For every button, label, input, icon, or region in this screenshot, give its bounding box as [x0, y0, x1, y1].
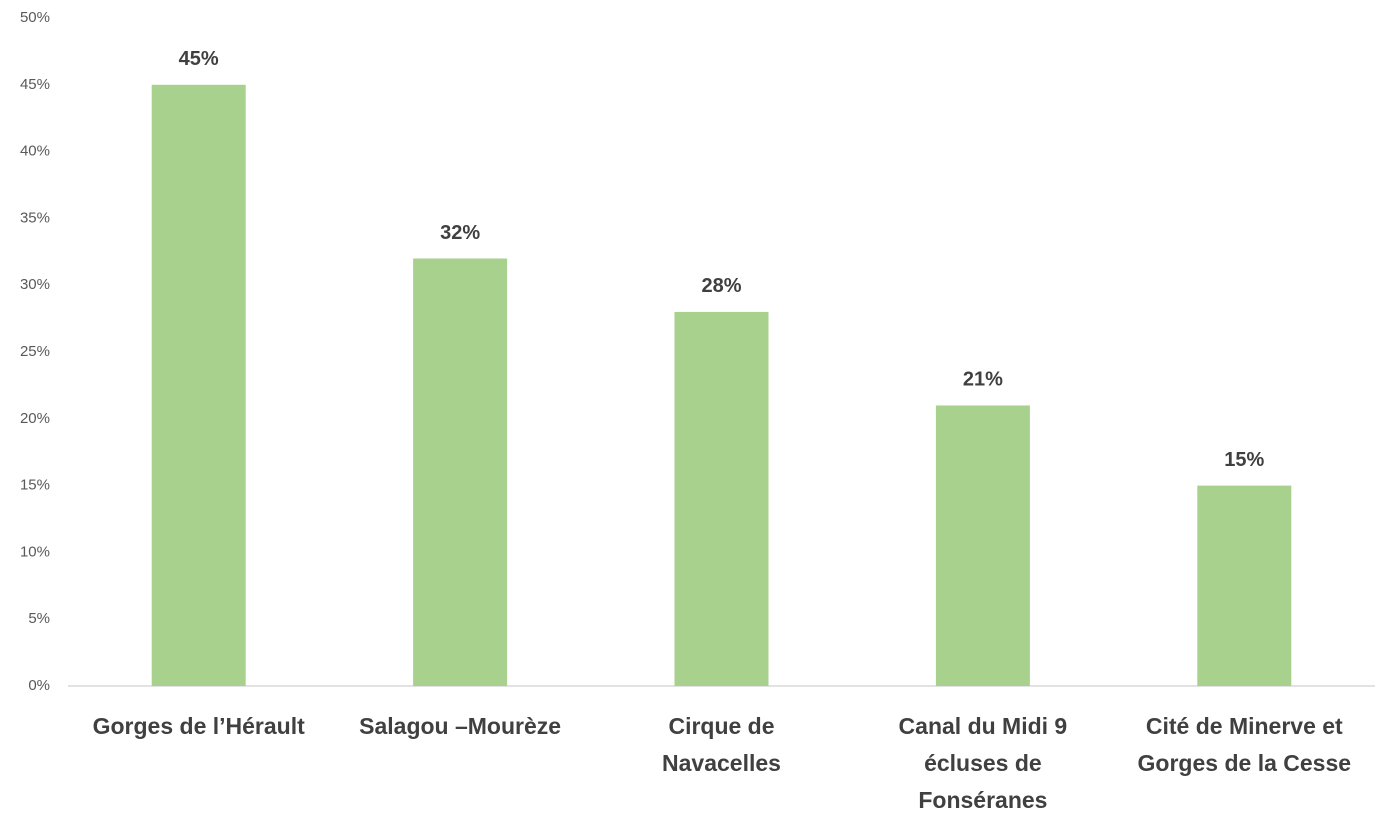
x-tick-line: Fonséranes	[918, 787, 1047, 813]
x-tick-label: Cité de Minerve et Gorges de la Cesse	[1138, 713, 1352, 776]
bar	[413, 258, 508, 686]
data-label: 15%	[1224, 449, 1264, 471]
y-tick-label: 30%	[20, 276, 50, 293]
x-tick-line: Navacelles	[662, 750, 781, 776]
bar	[935, 405, 1030, 686]
x-tick-line: Canal du Midi 9	[899, 713, 1068, 739]
y-tick-label: 40%	[20, 143, 50, 160]
x-tick-line: écluses de	[924, 750, 1042, 776]
y-tick-label: 25%	[20, 343, 50, 360]
x-tick-label: Salagou –Mourèze	[359, 713, 561, 739]
x-tick-label: Canal du Midi 9 écluses de Fonséranes	[899, 713, 1068, 813]
x-tick-line: Cirque de	[668, 713, 774, 739]
y-tick-label: 5%	[28, 610, 50, 627]
y-tick-label: 20%	[20, 410, 50, 427]
x-tick-line: Cité de Minerve et	[1146, 713, 1343, 739]
y-tick-label: 50%	[20, 9, 50, 26]
x-tick-line: Gorges de la Cesse	[1138, 750, 1352, 776]
x-tick-label: Gorges de l’Hérault	[93, 713, 306, 739]
bar	[674, 311, 769, 686]
bar	[1197, 485, 1292, 686]
x-tick-label: Cirque de Navacelles	[662, 713, 781, 776]
data-label: 32%	[440, 222, 480, 244]
x-tick-line: Salagou –Mourèze	[359, 713, 561, 739]
y-tick-label: 45%	[20, 76, 50, 93]
y-tick-label: 35%	[20, 209, 50, 226]
data-label: 21%	[963, 369, 1003, 391]
x-tick-line: Gorges de l’Hérault	[93, 713, 306, 739]
y-tick-label: 15%	[20, 477, 50, 494]
y-tick-label: 0%	[28, 677, 50, 694]
y-tick-label: 10%	[20, 543, 50, 560]
data-label: 28%	[701, 275, 741, 297]
bar	[151, 84, 246, 687]
data-label: 45%	[179, 48, 219, 70]
